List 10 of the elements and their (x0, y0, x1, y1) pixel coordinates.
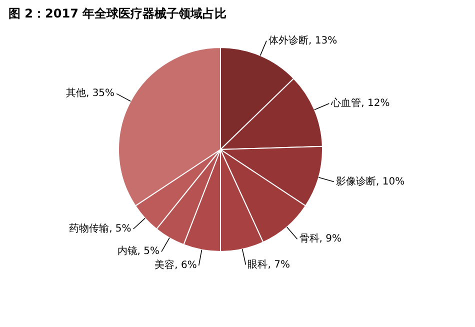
slice-label: 眼科, 7% (248, 258, 290, 270)
slice-label: 美容, 6% (154, 258, 197, 271)
slice-label: 其他, 35% (66, 87, 115, 100)
chart-title: 图 2：2017 年全球医疗器械子领域占比 (8, 6, 227, 20)
slice-label: 骨科, 9% (299, 232, 342, 245)
slice-label: 体外诊断, 13% (268, 34, 338, 46)
slice-label: 影像诊断, 10% (336, 175, 405, 188)
slice-label: 内镜, 5% (117, 245, 160, 258)
slice-label: 心血管, 12% (330, 97, 390, 110)
slice-label: 药物传输, 5% (69, 222, 132, 234)
